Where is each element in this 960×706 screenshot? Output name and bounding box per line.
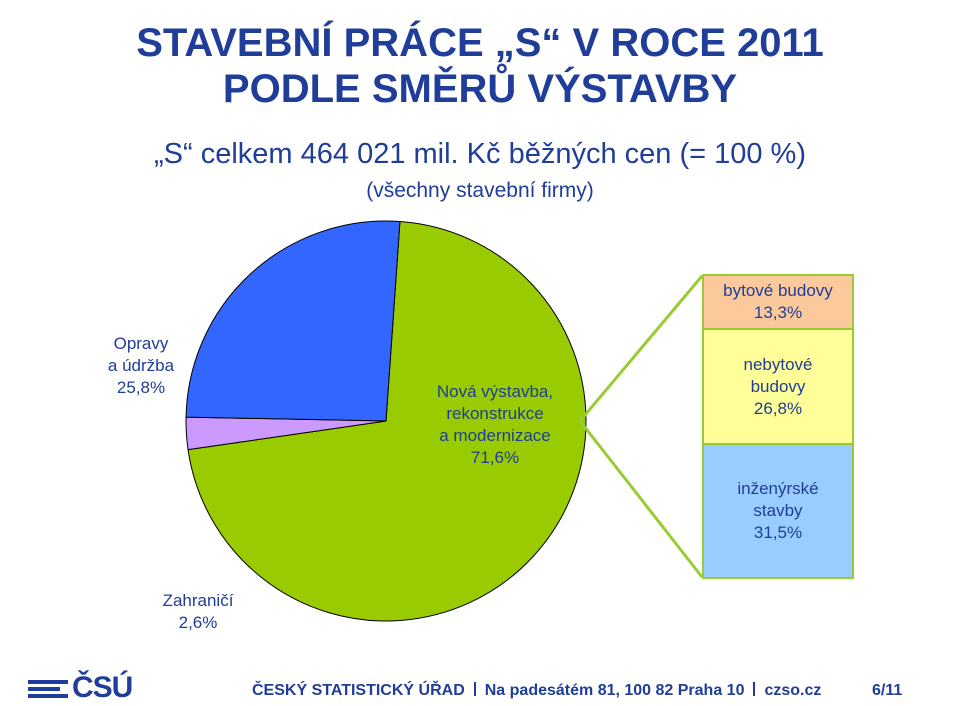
- breakdown-name-2: stavby: [753, 501, 803, 520]
- slice-label-new-construction: Nová výstavba, rekonstrukce a modernizac…: [385, 381, 605, 469]
- logo-text: ČSÚ: [72, 671, 133, 704]
- breakdown-value: 13,3%: [753, 303, 803, 322]
- title-line-2: PODLE SMĚRŮ VÝSTAVBY: [222, 67, 738, 111]
- subtitle-note: (všechny stavební firmy): [366, 179, 594, 202]
- breakdown-box-nonresidential: nebytové budovy 26,8%: [702, 330, 854, 445]
- footer-address: Na padesátém 81, 100 82 Praha 10: [484, 682, 745, 699]
- breakdown-name: bytové budovy: [723, 281, 833, 300]
- slice-label-value: 2,6%: [178, 613, 218, 632]
- logo-bars-icon: [28, 680, 68, 701]
- slice-label-value: 71,6%: [470, 448, 520, 467]
- breakdown-connectors: [578, 275, 704, 578]
- breakdown-box-residential: bytové budovy 13,3%: [702, 274, 854, 330]
- breakdown-value: 31,5%: [753, 523, 803, 542]
- breakdown-value: 26,8%: [753, 398, 803, 418]
- pie-slices: [185, 220, 587, 622]
- breakdown-name-2: budovy: [750, 376, 806, 396]
- footer-org: ČESKÝ STATISTICKÝ ÚŘAD: [252, 682, 465, 699]
- czso-logo: ČSÚ: [28, 671, 138, 704]
- pie-slice-repairs: [185, 220, 401, 422]
- slice-label-name-2: rekonstrukce: [446, 404, 544, 423]
- breakdown-name-1: inženýrské: [737, 479, 819, 498]
- slice-label-abroad: Zahraničí 2,6%: [143, 590, 253, 634]
- slice-label-name-1: Nová výstavba,: [436, 382, 554, 401]
- footer-separator: [753, 682, 756, 696]
- breakdown-name-1: nebytové: [743, 354, 813, 374]
- slice-label-name: Zahraničí: [162, 591, 234, 610]
- footer: ČSÚ ČESKÝ STATISTICKÝ ÚŘAD Na padesátém 8…: [0, 672, 960, 706]
- footer-separator: [473, 682, 476, 696]
- slice-label-name-2: a údržba: [107, 356, 175, 375]
- title-line-1: STAVEBNÍ PRÁCE „S“ V ROCE 2011: [136, 21, 824, 65]
- breakdown-box-civil-engineering: inženýrské stavby 31,5%: [702, 445, 854, 579]
- footer-web-link[interactable]: czso.cz: [764, 682, 822, 699]
- slice-label-name-1: Opravy: [113, 334, 169, 353]
- connector-bottom: [578, 420, 704, 578]
- slice-label-repairs: Opravy a údržba 25,8%: [86, 333, 196, 399]
- subtitle: „S“ celkem 464 021 mil. Kč běžných cen (…: [154, 138, 806, 170]
- footer-text: ČESKÝ STATISTICKÝ ÚŘAD Na padesátém 81, 1…: [252, 681, 821, 701]
- slice-label-name-3: a modernizace: [439, 426, 551, 445]
- slice-label-value: 25,8%: [116, 378, 166, 397]
- page-number: 6/11: [872, 682, 903, 699]
- connector-top: [578, 275, 704, 422]
- pie-slice-new-construction: [187, 220, 587, 622]
